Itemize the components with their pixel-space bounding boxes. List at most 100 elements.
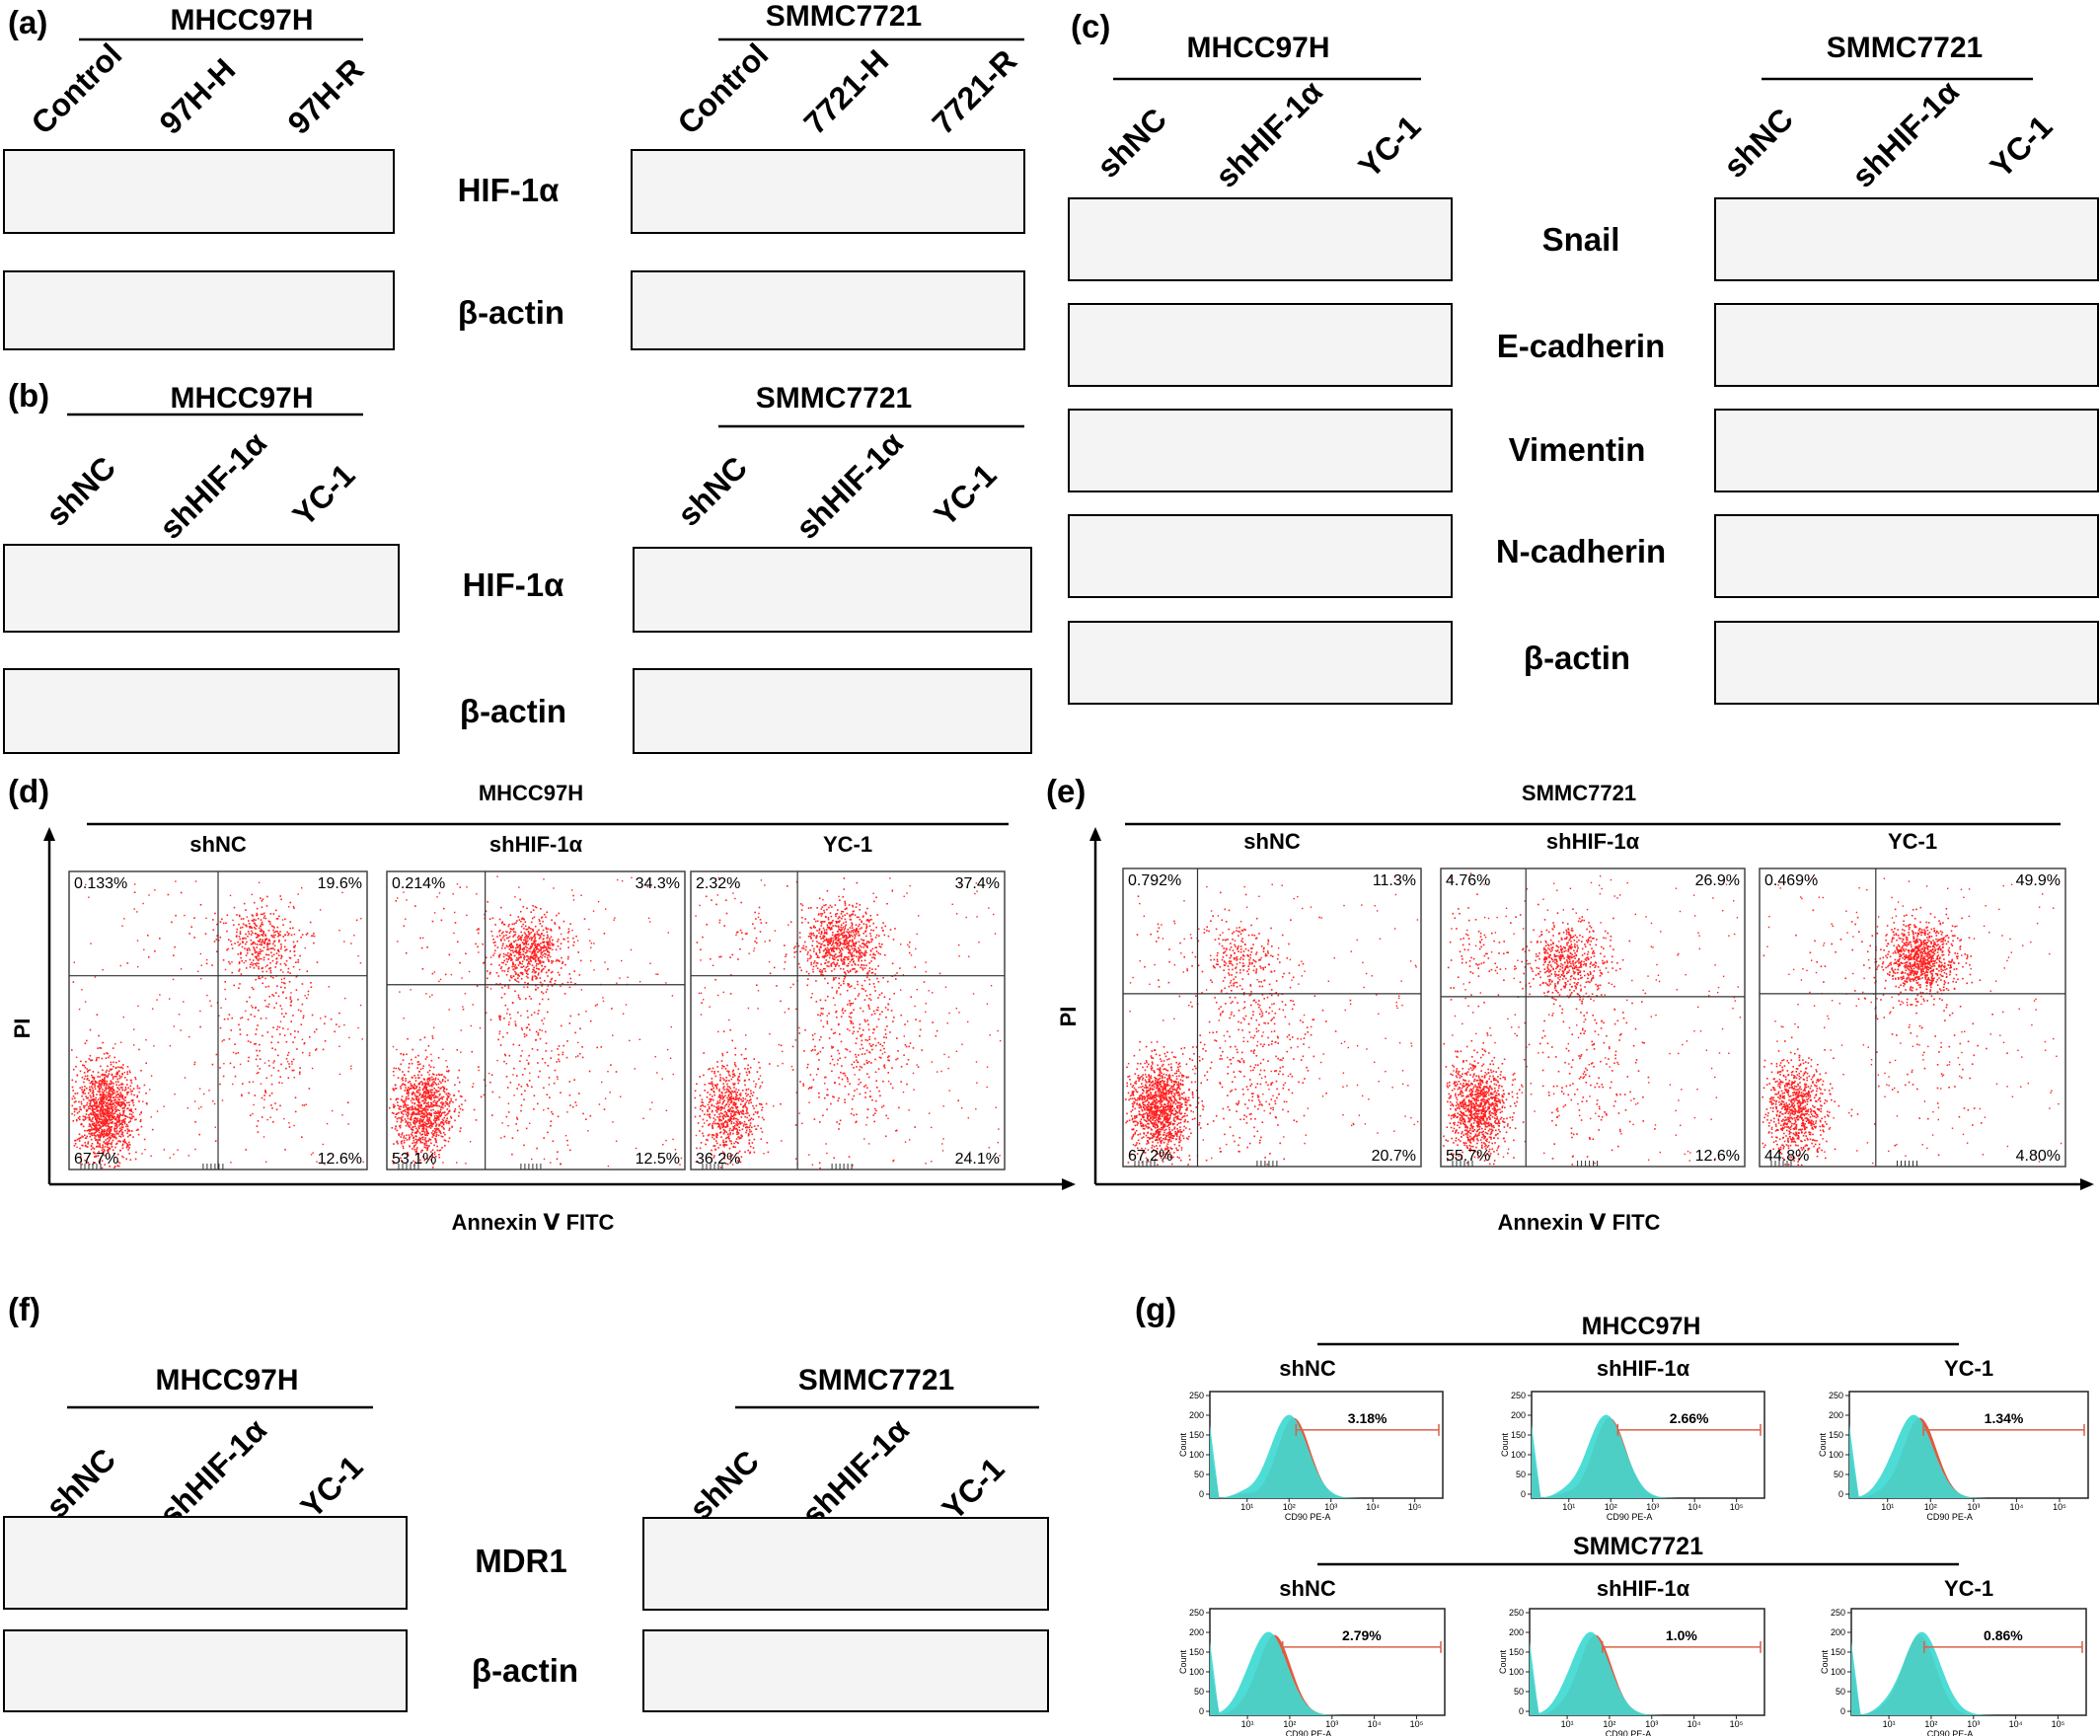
hist-y-tick: 0 bbox=[1838, 1489, 1843, 1499]
hist-y-tick: 250 bbox=[1831, 1608, 1845, 1618]
lane-label: 97H-H bbox=[152, 51, 242, 141]
d-title: MHCC97H bbox=[479, 781, 583, 805]
hist-x-label: CD90 PE-A bbox=[1285, 1512, 1331, 1522]
quadrant-percentage: 0.469% bbox=[1764, 872, 1818, 889]
lane-label: shNC bbox=[38, 449, 122, 533]
lane-label: Control bbox=[24, 37, 128, 141]
e-y-axis-label: PI bbox=[1056, 1007, 1081, 1027]
quadrant-percentage: 4.76% bbox=[1446, 872, 1490, 889]
hist-x-label: CD90 PE-A bbox=[1606, 1729, 1652, 1736]
hist-x-tick: 10³ bbox=[1967, 1719, 1980, 1729]
lane-label: shNC bbox=[682, 1443, 766, 1527]
blot-b-hif-smmc bbox=[633, 547, 1032, 633]
blot-a-hif-mhcc bbox=[3, 149, 395, 234]
hist-y-tick: 100 bbox=[1189, 1450, 1204, 1460]
blot-c-actin-smmc bbox=[1714, 621, 2099, 705]
quadrant-percentage: 11.3% bbox=[1373, 872, 1416, 889]
lane-label: YC-1 bbox=[927, 457, 1003, 533]
flow-plot-title: YC-1 bbox=[1888, 829, 1937, 854]
flow-plot-title: shNC bbox=[189, 832, 247, 857]
flow-events bbox=[1762, 877, 2062, 1167]
flow-plot-e-shNC: shNC 0.792% 11.3% 67.2% 20.7% bbox=[1122, 829, 1422, 1168]
quadrant-percentage: 26.9% bbox=[1695, 872, 1740, 889]
hist-y-tick: 50 bbox=[1834, 1470, 1843, 1479]
hist-y-tick: 100 bbox=[1511, 1450, 1526, 1460]
blot-a-actin-mhcc bbox=[3, 270, 395, 350]
lane-label: shHIF-1α bbox=[152, 424, 273, 546]
hist-y-label: Count bbox=[1500, 1433, 1510, 1458]
quadrant-percentage: 34.3% bbox=[636, 875, 680, 892]
quadrant-percentage: 12.6% bbox=[1695, 1148, 1740, 1165]
protein-label-snail: Snail bbox=[1542, 221, 1620, 258]
hist-x-tick: 10¹ bbox=[1241, 1719, 1254, 1729]
lane-label: shNC bbox=[1716, 101, 1800, 185]
b-smmc-title: SMMC7721 bbox=[756, 382, 912, 415]
protein-label-actin: β-actin bbox=[472, 1652, 578, 1689]
hist-gate-percentage: 2.79% bbox=[1342, 1627, 1382, 1643]
quadrant-percentage: 12.6% bbox=[318, 1151, 362, 1168]
blot-a-hif-smmc bbox=[631, 149, 1025, 234]
lane-label: YC-1 bbox=[293, 1449, 369, 1525]
protein-label-vim: Vimentin bbox=[1509, 431, 1646, 468]
quadrant-percentage: 0.214% bbox=[392, 875, 445, 892]
hist-x-tick: 10⁴ bbox=[2009, 1719, 2023, 1729]
blot-c-ncad-mhcc bbox=[1068, 514, 1453, 598]
hist-y-tick: 50 bbox=[1514, 1687, 1524, 1697]
hist-x-tick: 10⁵ bbox=[2053, 1502, 2066, 1512]
hist-y-tick: 100 bbox=[1829, 1450, 1843, 1460]
quadrant-percentage: 55.7% bbox=[1446, 1148, 1490, 1165]
protein-label-hif: HIF-1α bbox=[458, 172, 560, 208]
hist-y-tick: 250 bbox=[1509, 1608, 1524, 1618]
quadrant-percentage: 67.7% bbox=[74, 1151, 118, 1168]
e-title: SMMC7721 bbox=[1522, 781, 1636, 805]
hist-sample-curve bbox=[1851, 1631, 2086, 1715]
lane-label: shNC bbox=[38, 1441, 122, 1525]
panel-label-d: (d) bbox=[8, 773, 49, 809]
flow-events bbox=[694, 876, 1002, 1170]
hist-sample-curve bbox=[1530, 1631, 1764, 1715]
blot-c-actin-mhcc bbox=[1068, 621, 1453, 705]
hist-x-tick: 10¹ bbox=[1562, 1502, 1575, 1512]
hist-y-label: Count bbox=[1498, 1650, 1508, 1675]
protein-label-ecad: E-cadherin bbox=[1497, 328, 1666, 364]
hist-x-tick: 10⁴ bbox=[1688, 1502, 1701, 1512]
flow-plot-e-YC1: YC-1 0.469% 49.9% 44.8% 4.80% bbox=[1759, 829, 2066, 1168]
blot-b-actin-smmc bbox=[633, 668, 1032, 754]
panel-label-f: (f) bbox=[8, 1291, 40, 1327]
g-hist-title: shHIF-1α bbox=[1597, 1356, 1690, 1381]
hist-x-tick: 10² bbox=[1924, 1502, 1937, 1512]
quadrant-percentage: 2.32% bbox=[696, 875, 740, 892]
quadrant-percentage: 49.9% bbox=[2016, 872, 2061, 889]
hist-x-tick: 10⁵ bbox=[1408, 1502, 1422, 1512]
hist-y-tick: 0 bbox=[1199, 1706, 1204, 1716]
lane-label: shHIF-1α bbox=[1844, 73, 1966, 194]
blot-c-ncad-smmc bbox=[1714, 514, 2099, 598]
hist-sample-curve bbox=[1532, 1414, 1764, 1498]
hist-y-tick: 200 bbox=[1829, 1410, 1843, 1420]
quadrant-percentage: 19.6% bbox=[318, 875, 362, 892]
hist-gate-percentage: 1.34% bbox=[1985, 1410, 2024, 1426]
hist-y-tick: 150 bbox=[1509, 1647, 1524, 1657]
histogram-mhcc-shNC: 250 200 150 100 50 0 Count 10¹ 10² 10³ 10⁴ 10⁵ CD90 … bbox=[1178, 1391, 1444, 1522]
histogram-smmc-shHIF: 250 200 150 100 50 0 Count 10¹ 10² 10³ 10⁴ 10⁵ CD90 … bbox=[1498, 1608, 1765, 1736]
flow-events bbox=[71, 880, 364, 1170]
a-smmc-title: SMMC7721 bbox=[766, 0, 922, 33]
flow-plot-d-shNC: shNC 0.133% 19.6% 67.7% 12.6% bbox=[68, 832, 368, 1170]
panel-label-g: (g) bbox=[1135, 1291, 1176, 1327]
hist-y-tick: 250 bbox=[1829, 1391, 1843, 1400]
blot-f-actin-mhcc bbox=[3, 1629, 408, 1712]
hist-y-tick: 150 bbox=[1189, 1430, 1204, 1440]
hist-x-tick: 10⁴ bbox=[1366, 1502, 1380, 1512]
hist-x-tick: 10⁴ bbox=[2009, 1502, 2023, 1512]
flow-plot-title: shNC bbox=[1243, 829, 1301, 854]
lane-label: shHIF-1α bbox=[152, 1411, 273, 1533]
histogram-smmc-YC1: 250 200 150 100 50 0 Count 10¹ 10² 10³ 10⁴ 10⁵ CD90 … bbox=[1820, 1608, 2087, 1736]
quadrant-percentage: 67.2% bbox=[1128, 1148, 1172, 1165]
panel-label-e: (e) bbox=[1046, 773, 1086, 809]
blot-f-actin-smmc bbox=[642, 1629, 1049, 1712]
lane-label: YC-1 bbox=[285, 457, 361, 533]
hist-x-tick: 10² bbox=[1283, 1719, 1296, 1729]
hist-y-tick: 50 bbox=[1516, 1470, 1526, 1479]
hist-y-label: Count bbox=[1178, 1650, 1188, 1675]
